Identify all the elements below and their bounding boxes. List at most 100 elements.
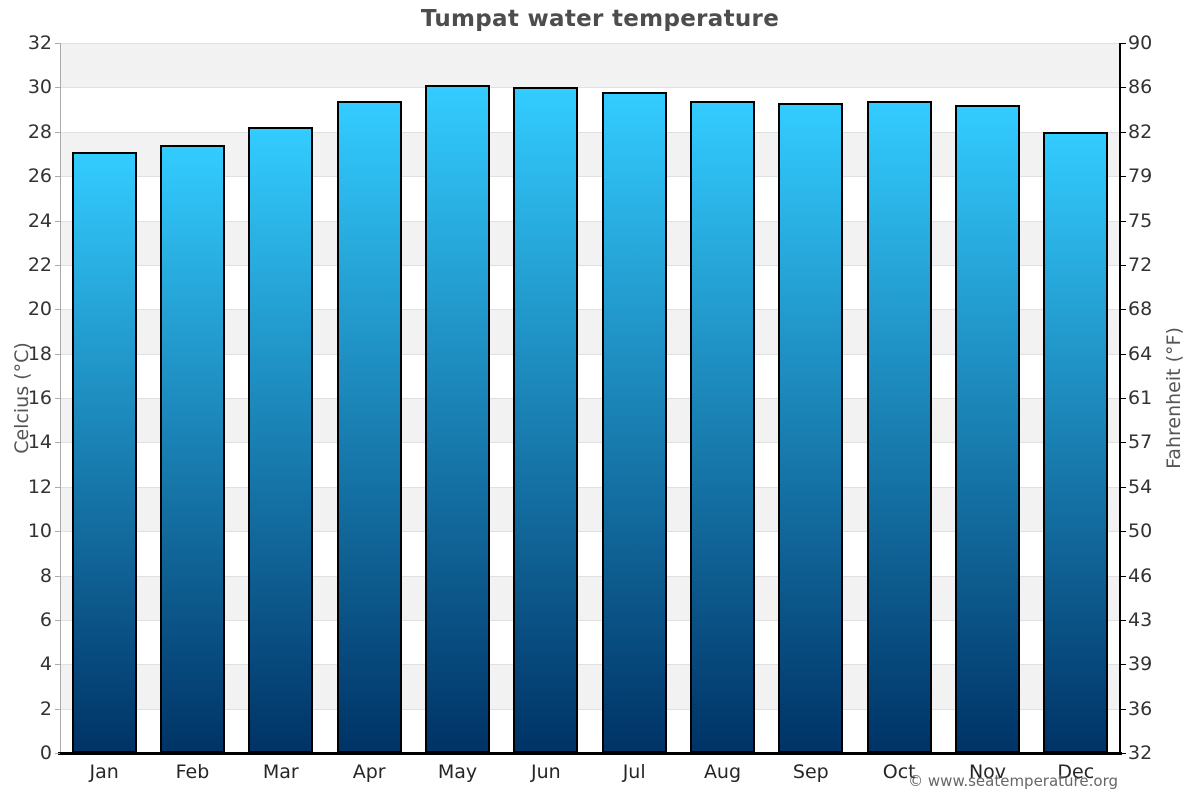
fahrenheit-tick-label: 72 (1128, 253, 1153, 276)
gridline (60, 442, 1120, 444)
bar-jul (601, 91, 667, 753)
bar-dec (1043, 131, 1109, 753)
celsius-tick-label: 28 (27, 120, 52, 143)
celsius-tick-label: 0 (39, 742, 52, 764)
gridline (60, 220, 1120, 222)
celsius-tick-label: 16 (27, 387, 52, 409)
fahrenheit-tick-label: 57 (1128, 431, 1153, 454)
celsius-tick-mark (55, 486, 60, 488)
gridline (60, 531, 1120, 533)
fahrenheit-tick-mark (1121, 753, 1126, 754)
celsius-tick-mark (55, 131, 60, 133)
celsius-tick-mark (55, 664, 60, 666)
fahrenheit-tick-mark (1121, 264, 1126, 266)
plot-area (60, 43, 1120, 753)
gridline (60, 131, 1120, 133)
celsius-tick-mark (55, 531, 60, 533)
background-band (60, 43, 1120, 88)
fahrenheit-tick-mark (1121, 575, 1126, 577)
celsius-tick-label: 4 (39, 653, 52, 676)
fahrenheit-tick-label: 46 (1128, 564, 1153, 587)
fahrenheit-tick-mark (1121, 708, 1126, 710)
month-tick-label-oct: Oct (882, 761, 916, 783)
bottom-axis-line (58, 752, 1122, 755)
fahrenheit-tick-mark (1121, 353, 1126, 355)
month-tick-label-jan: Jan (89, 761, 119, 783)
fahrenheit-tick-mark (1121, 531, 1126, 533)
copyright-credit: © www.seatemperature.org (908, 772, 1118, 790)
gridline (60, 398, 1120, 399)
fahrenheit-tick-mark (1121, 486, 1126, 488)
fahrenheit-tick-mark (1121, 43, 1126, 44)
gridline (60, 176, 1120, 178)
gridline (60, 43, 1120, 44)
month-tick-label-jul: Jul (622, 761, 646, 783)
celsius-tick-mark (55, 753, 60, 754)
background-band (60, 309, 1120, 354)
month-tick-label-feb: Feb (175, 761, 210, 783)
month-tick-label-may: May (437, 761, 478, 783)
fahrenheit-tick-mark (1121, 664, 1126, 666)
fahrenheit-tick-mark (1121, 220, 1126, 222)
fahrenheit-tick-label: 64 (1128, 342, 1153, 365)
background-band (60, 353, 1120, 398)
month-tick-label-apr: Apr (352, 761, 386, 783)
month-tick-label-aug: Aug (703, 761, 742, 783)
gridline (60, 309, 1120, 311)
celsius-tick-mark (55, 575, 60, 577)
fahrenheit-axis-title: Fahrenheit (°F) (1163, 327, 1185, 469)
celsius-tick-label: 18 (27, 342, 52, 365)
fahrenheit-tick-label: 86 (1128, 76, 1153, 99)
bar-apr (336, 100, 402, 753)
celsius-tick-label: 30 (27, 76, 52, 99)
month-tick-label-nov: Nov (968, 761, 1007, 783)
bar-aug (690, 100, 755, 753)
gridline (60, 486, 1120, 488)
celsius-tick-mark (55, 309, 60, 311)
gridline (60, 87, 1120, 89)
background-band (60, 220, 1120, 265)
celsius-tick-label: 10 (27, 520, 52, 543)
fahrenheit-tick-label: 82 (1128, 120, 1153, 143)
bar-may (425, 85, 490, 753)
celsius-tick-mark (55, 619, 60, 621)
background-band (60, 131, 1120, 177)
chart-title: Tumpat water temperature (420, 6, 780, 32)
gridline (60, 353, 1120, 355)
gridline (60, 619, 1120, 621)
gridline (60, 575, 1120, 577)
left-axis-line (60, 43, 61, 753)
background-band (60, 264, 1120, 310)
fahrenheit-tick-mark (1121, 87, 1126, 89)
background-band (60, 664, 1120, 709)
celsius-tick-label: 22 (27, 253, 52, 276)
bar-jun (513, 87, 579, 753)
fahrenheit-tick-label: 90 (1128, 32, 1153, 54)
month-tick-label-dec: Dec (1057, 761, 1095, 783)
background-band (60, 87, 1120, 132)
celsius-tick-label: 26 (27, 165, 52, 188)
fahrenheit-tick-label: 61 (1128, 387, 1153, 409)
background-band (60, 708, 1120, 753)
bar-mar (248, 127, 314, 753)
celsius-tick-label: 32 (27, 32, 52, 54)
celsius-tick-mark (55, 442, 60, 444)
fahrenheit-tick-mark (1121, 309, 1126, 311)
fahrenheit-tick-mark (1121, 398, 1126, 399)
celsius-tick-mark (55, 87, 60, 89)
bar-oct (866, 100, 932, 753)
fahrenheit-tick-label: 32 (1128, 742, 1153, 764)
background-band (60, 531, 1120, 576)
background-band (60, 442, 1120, 487)
gridline (60, 264, 1120, 266)
fahrenheit-tick-mark (1121, 442, 1126, 444)
celsius-tick-label: 2 (39, 697, 52, 720)
celsius-tick-label: 6 (39, 608, 52, 631)
bar-jan (71, 151, 137, 753)
fahrenheit-tick-label: 43 (1128, 608, 1153, 631)
background-band (60, 486, 1120, 532)
celsius-tick-mark (55, 398, 60, 399)
celsius-tick-label: 20 (27, 298, 52, 321)
celsius-tick-mark (55, 708, 60, 710)
